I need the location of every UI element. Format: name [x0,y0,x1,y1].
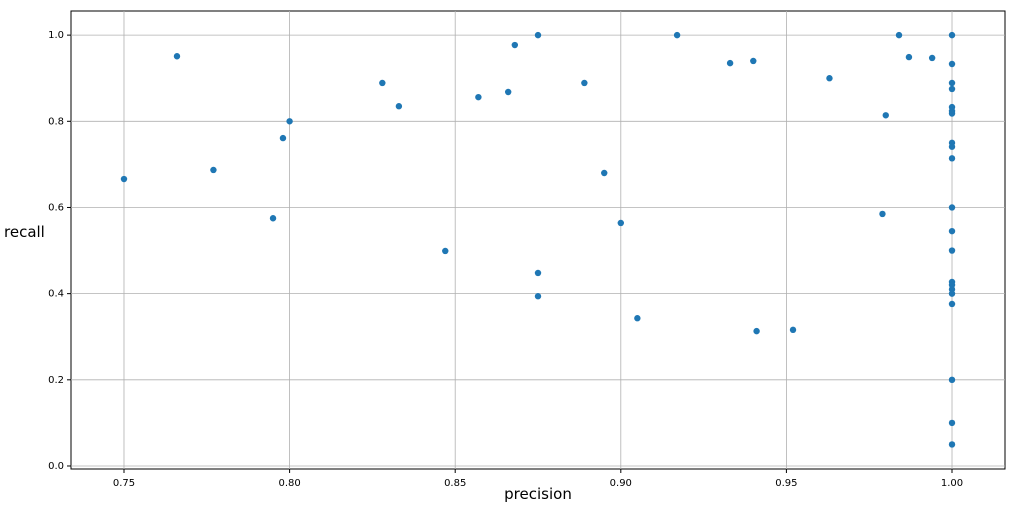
point [905,53,913,61]
point [269,215,277,222]
x-tick-label: 0.75 [113,478,135,489]
x-tick-label: 0.80 [278,478,300,489]
point [534,293,542,300]
point [948,376,956,384]
y-axis-label: recall [4,223,45,241]
point [895,31,903,39]
point [948,155,956,162]
point [726,59,734,67]
point [504,88,512,96]
point [948,290,956,297]
point [753,327,760,335]
point [882,112,889,119]
point [475,93,482,101]
point [601,169,608,177]
point [879,210,886,218]
point [442,247,449,255]
x-tick-label: 0.95 [775,478,797,489]
x-tick-label: 1.00 [941,478,963,489]
y-tick-label: 0.6 [48,202,64,213]
point [673,31,681,39]
x-tick-label: 0.85 [444,478,466,489]
point [210,166,217,174]
point [948,110,956,117]
point [534,269,542,277]
point [617,219,625,227]
point [948,60,956,68]
point [948,79,956,87]
point [750,57,757,65]
point [534,31,542,39]
point [948,419,956,427]
point [948,247,956,254]
point [395,103,403,110]
point [948,441,956,448]
point [511,41,519,49]
point [279,134,287,142]
point [379,79,386,87]
y-tick-label: 0.4 [48,289,64,300]
point [948,300,956,308]
y-tick-label: 0.2 [48,375,64,386]
y-tick-label: 0.0 [48,461,64,472]
y-tick-label: 0.8 [48,116,64,127]
point [948,31,956,39]
point [948,227,956,235]
point [928,54,936,62]
point [789,326,797,334]
point [948,143,956,150]
x-tick-label: 0.90 [610,478,632,489]
point [286,118,293,125]
point [948,204,956,211]
point [634,315,641,322]
point [581,79,588,87]
plot-frame [70,10,1006,470]
point [826,75,833,82]
point [948,85,956,93]
x-axis-label: precision [504,485,572,503]
point [173,53,181,60]
point [120,175,128,183]
y-tick-label: 1.0 [48,30,64,41]
